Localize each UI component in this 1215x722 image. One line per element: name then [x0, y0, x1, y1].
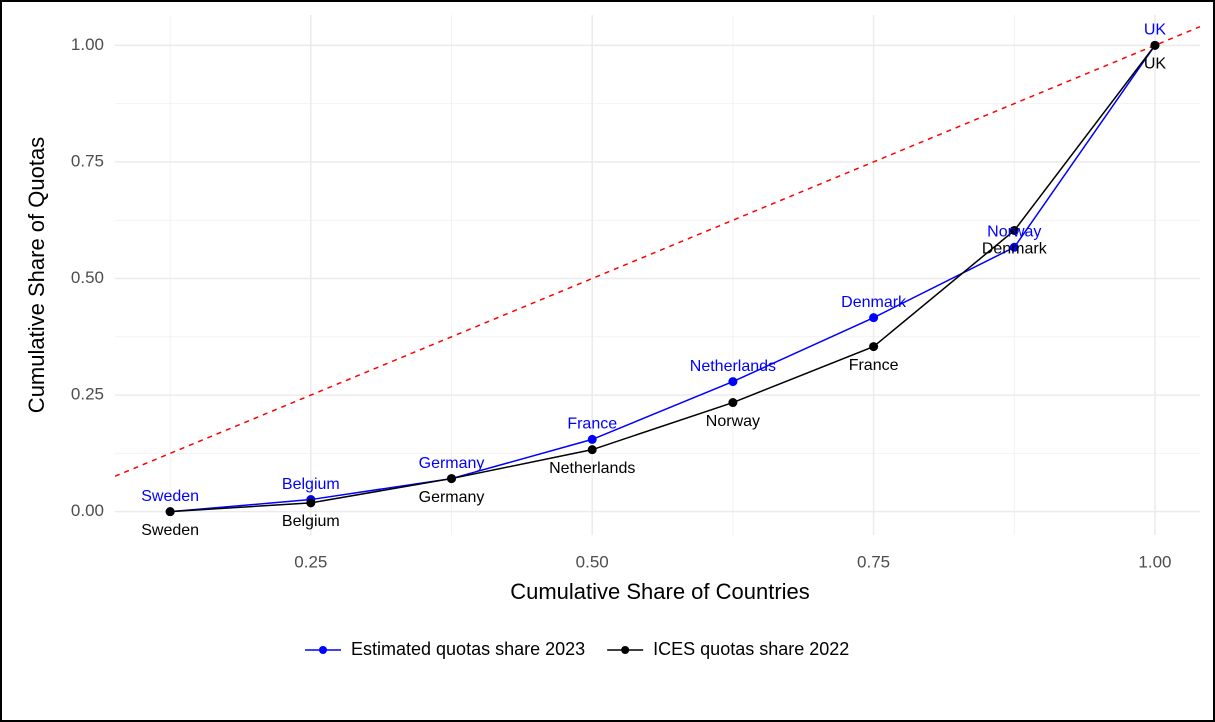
data-point: [728, 398, 738, 408]
point-label: UK: [1144, 56, 1167, 73]
point-label: Denmark: [841, 294, 907, 311]
x-tick-label: 0.25: [294, 552, 327, 571]
y-tick-label: 0.00: [71, 501, 104, 520]
data-point: [447, 474, 457, 484]
data-point: [1150, 40, 1160, 50]
x-tick-label: 0.50: [576, 552, 609, 571]
point-label: France: [567, 416, 617, 433]
y-axis-title: Cumulative Share of Quotas: [24, 137, 49, 413]
plot-area: Sweden Belgium Germany France Netherlands Den…: [115, 22, 1200, 539]
data-point: [728, 377, 738, 387]
point-label: France: [849, 357, 899, 374]
data-point: [306, 498, 316, 508]
data-point: [869, 313, 879, 323]
point-label: Germany: [419, 455, 485, 472]
x-tick-label: 0.75: [857, 552, 890, 571]
legend-key-dot: [319, 646, 327, 654]
legend-key-dot: [621, 646, 630, 654]
point-label: Sweden: [141, 488, 199, 505]
y-tick-label: 0.75: [71, 151, 104, 170]
point-label: Netherlands: [690, 358, 776, 375]
point-label: UK: [1144, 22, 1167, 39]
data-point: [165, 507, 175, 517]
legend-label: ICES quotas share 2022: [653, 639, 849, 659]
y-tick-label: 0.25: [71, 385, 104, 404]
x-tick-label: 1.00: [1138, 552, 1171, 571]
point-label: Norway: [706, 413, 760, 430]
legend-label: Estimated quotas share 2023: [351, 639, 585, 659]
data-point: [1009, 242, 1019, 252]
x-axis-title: Cumulative Share of Countries: [510, 579, 810, 604]
point-label: Belgium: [282, 513, 340, 530]
point-label: Netherlands: [549, 460, 635, 477]
data-point: [1009, 225, 1019, 235]
grid: [115, 15, 1200, 535]
series-line: [170, 44, 1156, 513]
data-point: [587, 445, 597, 455]
point-label: Belgium: [282, 476, 340, 493]
point-label: Denmark: [982, 241, 1048, 258]
series-line: [170, 44, 1156, 513]
point-label: Germany: [419, 489, 485, 506]
legend: Estimated quotas share 2023 ICES quotas s…: [305, 639, 849, 659]
y-tick-label: 0.50: [71, 268, 104, 287]
point-label: Norway: [987, 223, 1041, 240]
data-point: [869, 342, 879, 352]
point-label: Sweden: [141, 522, 199, 539]
data-point: [587, 434, 597, 444]
y-tick-label: 1.00: [71, 35, 104, 54]
